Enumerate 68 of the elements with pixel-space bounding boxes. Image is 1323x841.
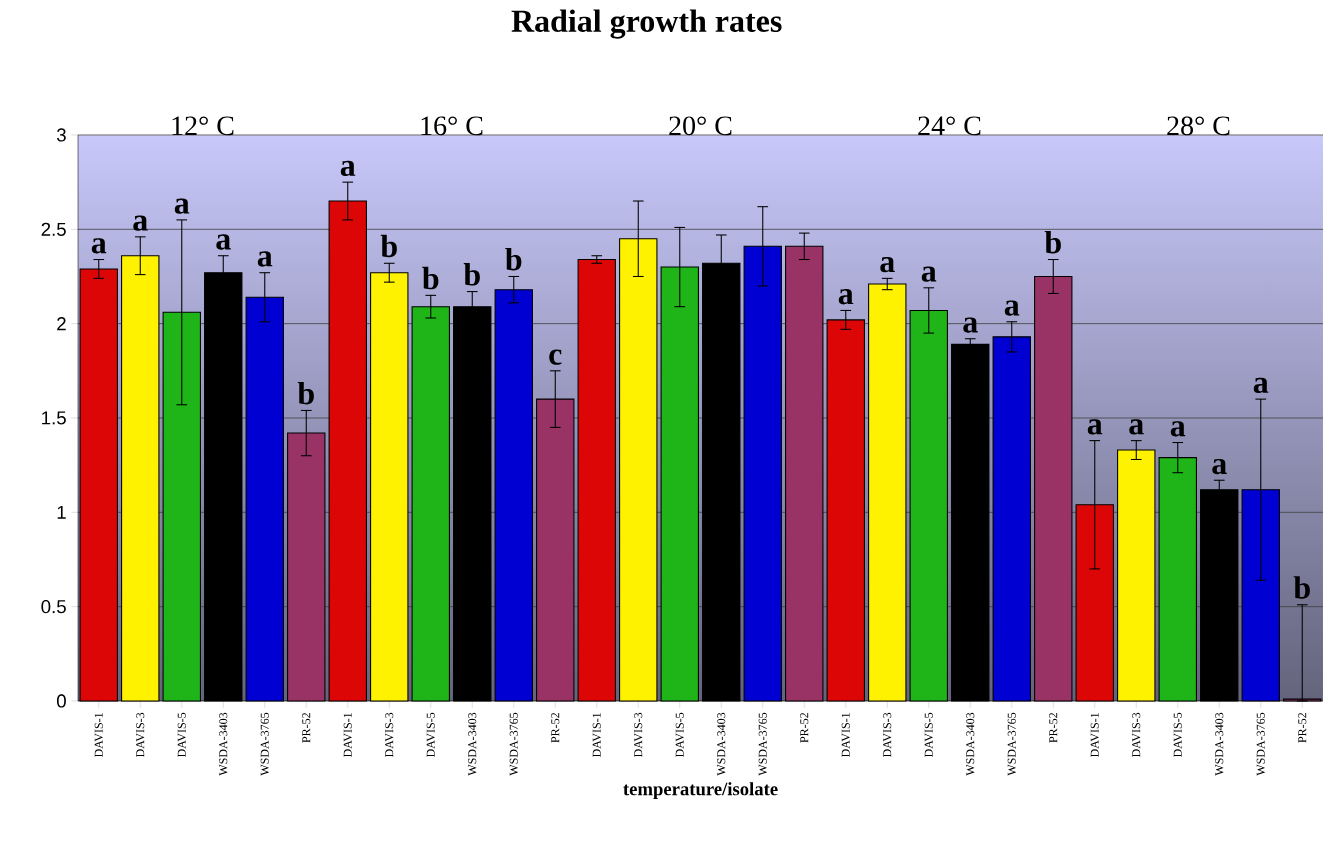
y-tick-label: 0.5 [41,600,66,614]
data-label: a [216,234,231,250]
x-tick-label: WSDA-3765 [260,712,269,776]
x-tick-label: WSDA-3403 [468,712,477,776]
x-tick-label: DAVIS-1 [343,713,352,758]
data-label: a [340,160,356,177]
data-label: a [174,198,190,214]
data-label: a [91,238,107,254]
data-label: a [921,266,937,282]
data-label: a [880,257,895,273]
x-tick-label: PR-52 [551,713,560,743]
y-tick-label: 2.5 [41,222,66,236]
data-label: b [380,234,397,258]
x-tick-label: DAVIS-3 [634,712,643,758]
x-tick-label: PR-52 [1298,713,1307,743]
data-label: b [1044,230,1061,254]
x-tick-label: WSDA-3765 [509,712,518,776]
annotation: 28° C [1167,116,1230,136]
data-label: b [297,381,314,405]
data-label: b [422,266,439,290]
x-tick-label: DAVIS-1 [94,713,103,758]
data-label: a [1087,419,1103,435]
x-tick-label: DAVIS-3 [883,712,892,758]
annotation: 12° C [172,116,234,136]
y-tick-label: 3 [56,128,66,142]
y-tick-label: 0 [56,694,66,708]
y-tick-label: 1.5 [42,411,66,425]
x-tick-label: PR-52 [1049,713,1058,743]
x-tick-label: WSDA-3765 [1007,712,1016,776]
x-tick-label: PR-52 [800,713,809,743]
x-tick-label: DAVIS-5 [1173,712,1182,758]
data-label: a [257,251,273,267]
x-tick-label: WSDA-3403 [219,712,228,776]
data-label: b [463,263,480,286]
y-tick-label: 2 [57,317,66,331]
x-tick-label: DAVIS-5 [177,712,186,758]
x-tick-label: PR-52 [302,713,311,743]
x-tick-label: DAVIS-1 [592,713,601,758]
x-tick-label: WSDA-3403 [717,712,726,776]
x-tick-label: DAVIS-5 [426,712,435,758]
x-tick-label: DAVIS-3 [1132,712,1141,758]
x-tick-label: WSDA-3765 [1256,712,1265,776]
chart-title: Radial growth rates [511,9,782,39]
annotation: 24° C [918,116,981,136]
x-tick-label: DAVIS-3 [385,712,394,758]
x-tick-label: DAVIS-5 [924,712,933,758]
data-label: a [1129,419,1144,435]
data-label: b [1293,576,1310,599]
x-tick-label: DAVIS-5 [675,712,684,758]
data-label: b [505,247,522,271]
data-label: a [1253,377,1269,394]
data-label: a [133,215,148,231]
data-label: a [1004,300,1020,316]
x-tick-label: WSDA-3403 [1215,712,1224,776]
data-label: c [549,349,562,365]
x-tick-label: WSDA-3403 [966,712,975,776]
x-axis-title: temperature/isolate [623,782,778,800]
data-label: a [1170,421,1186,437]
data-label: a [838,289,854,305]
annotation: 20° C [669,116,732,136]
annotation: 16° C [421,116,483,136]
x-tick-label: DAVIS-1 [841,713,850,758]
data-label: a [963,317,978,333]
x-tick-label: WSDA-3765 [758,712,767,776]
y-tick-label: 1 [57,505,66,519]
x-tick-label: DAVIS-3 [136,712,145,758]
x-tick-label: DAVIS-1 [1090,713,1099,758]
data-label: a [1212,458,1227,475]
